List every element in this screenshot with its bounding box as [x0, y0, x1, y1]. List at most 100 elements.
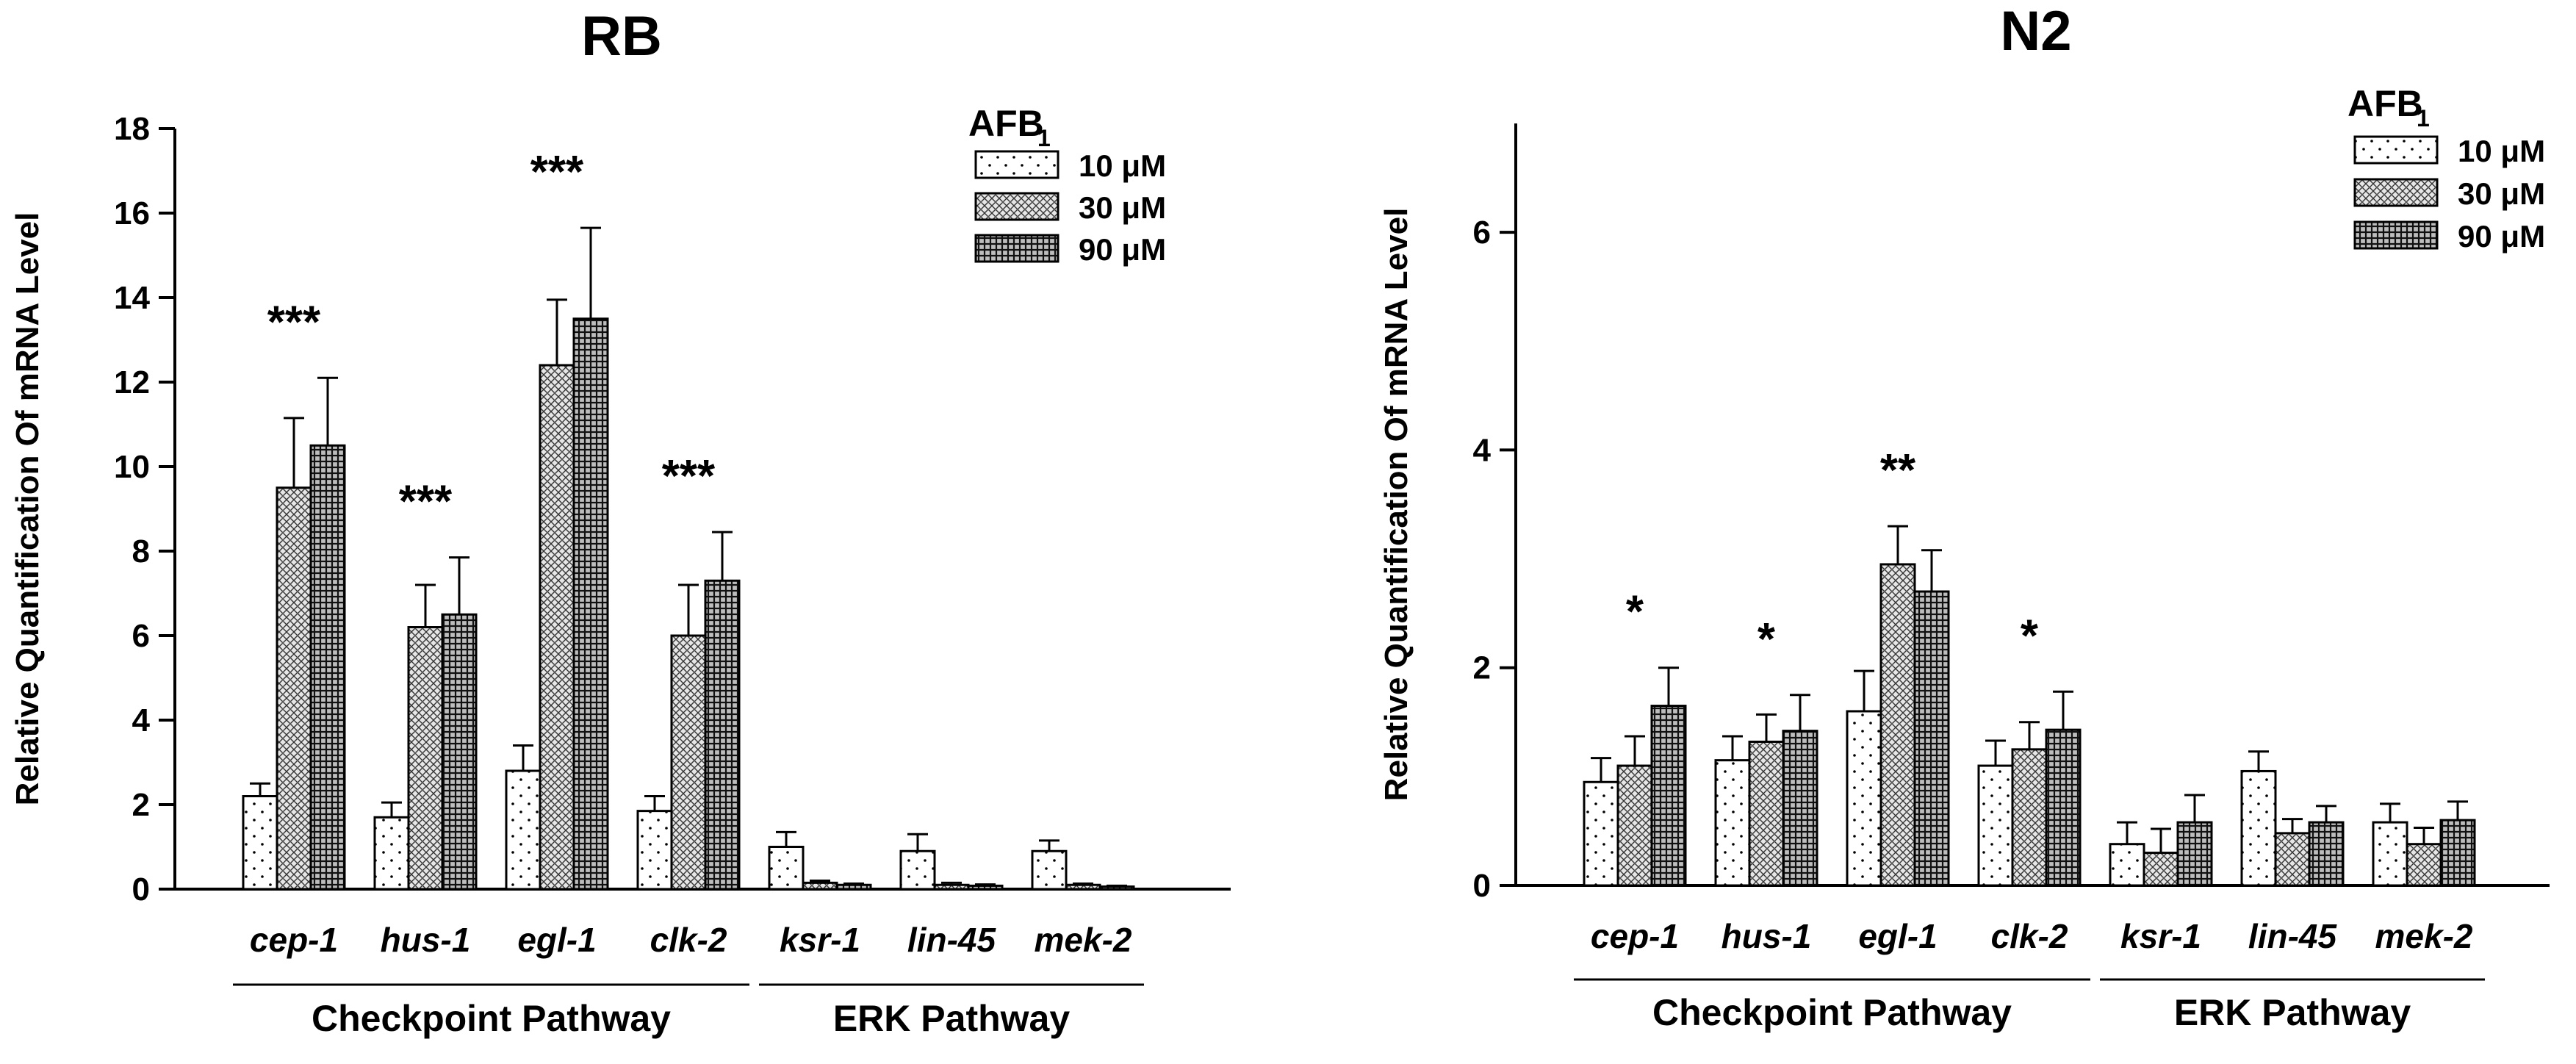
- x-tick-label: clk-2: [650, 921, 727, 959]
- y-axis-label: Relative Quantification Of mRNA Level: [1378, 208, 1414, 802]
- bar-cep-1-2: [1616, 764, 1653, 887]
- significance-mark: **: [1880, 445, 1916, 496]
- legend-label-2: 30 μM: [1079, 190, 1166, 225]
- y-tick-label: 18: [114, 111, 150, 147]
- bar-cep-1-1: [1583, 780, 1619, 887]
- y-tick-label: 10: [114, 449, 150, 485]
- significance-mark: *: [1757, 614, 1776, 665]
- bar-lin-45-3: [2308, 821, 2345, 887]
- significance-mark: *: [2021, 611, 2039, 661]
- bar-cep-1-1: [242, 795, 278, 891]
- group-label: ERK Pathway: [2174, 992, 2411, 1033]
- y-axis-label: Relative Quantification Of mRNA Level: [10, 212, 46, 806]
- legend-swatch-2: [974, 192, 1059, 221]
- x-tick-label: lin-45: [2248, 917, 2338, 955]
- y-tick-label: 4: [132, 702, 151, 738]
- legend-title-subscript: 1: [1037, 125, 1051, 151]
- bar-cep-1-3: [309, 444, 346, 891]
- legend-swatch-3: [2353, 220, 2439, 250]
- legend-label-1: 10 μM: [2458, 134, 2545, 168]
- y-tick-label: 8: [132, 533, 150, 569]
- bar-lin-45-2: [2274, 832, 2311, 887]
- bar-lin-45-2: [933, 883, 970, 891]
- bar-clk-2-1: [636, 810, 673, 891]
- y-tick-label: 2: [1473, 650, 1491, 686]
- group-label: Checkpoint Pathway: [1652, 992, 2012, 1033]
- x-tick-label: ksr-1: [2120, 917, 2201, 955]
- bar-ksr-1-1: [2109, 843, 2145, 887]
- x-tick-label: ksr-1: [780, 921, 860, 959]
- y-tick-label: 2: [132, 787, 150, 823]
- y-tick-label: 14: [114, 280, 150, 316]
- bar-hus-1-1: [373, 816, 410, 891]
- group-label: ERK Pathway: [833, 998, 1071, 1039]
- bar-egl-1-3: [1913, 590, 1950, 887]
- bar-clk-2-2: [2011, 748, 2048, 887]
- legend-label-3: 90 μM: [1079, 232, 1166, 267]
- bar-clk-2-3: [2045, 728, 2082, 887]
- bar-mek-2-2: [2406, 843, 2442, 887]
- chart-title: RB: [581, 5, 662, 68]
- bar-lin-45-1: [2240, 769, 2277, 887]
- significance-mark: ***: [530, 147, 584, 198]
- bar-clk-2-1: [1977, 764, 2014, 887]
- bar-cep-1-3: [1650, 705, 1687, 887]
- bar-egl-1-1: [505, 769, 542, 891]
- bar-clk-2-2: [670, 634, 707, 891]
- legend-title: AFB: [2347, 83, 2423, 124]
- bar-hus-1-2: [1748, 740, 1785, 887]
- bar-cep-1-2: [276, 486, 312, 891]
- x-tick-label: egl-1: [517, 921, 596, 959]
- group-label: Checkpoint Pathway: [312, 998, 671, 1039]
- legend-title-subscript: 1: [2417, 105, 2430, 132]
- bar-egl-1-1: [1846, 710, 1882, 887]
- significance-mark: ***: [399, 477, 453, 528]
- bar-ksr-1-3: [835, 883, 872, 891]
- bar-mek-2-3: [1098, 885, 1135, 891]
- bar-hus-1-3: [441, 613, 478, 891]
- significance-mark: ***: [662, 451, 716, 502]
- legend-label-2: 30 μM: [2458, 176, 2545, 211]
- x-tick-label: lin-45: [907, 921, 997, 959]
- legend-title: AFB: [968, 103, 1044, 144]
- legend-swatch-1: [974, 150, 1059, 179]
- legend-swatch-2: [2353, 178, 2439, 207]
- chart-n2: N2 Relative Quantification Of mRNA Level 0…: [1378, 0, 2550, 1033]
- bar-mek-2-1: [1031, 849, 1068, 891]
- bar-hus-1-1: [1714, 759, 1751, 887]
- legend-label-3: 90 μM: [2458, 219, 2545, 254]
- x-tick-label: cep-1: [1591, 917, 1679, 955]
- legend-label-1: 10 μM: [1079, 148, 1166, 183]
- bar-ksr-1-3: [2176, 821, 2213, 887]
- y-tick-label: 0: [1473, 868, 1491, 904]
- bar-ksr-1-1: [768, 846, 805, 891]
- bar-hus-1-3: [1782, 730, 1818, 887]
- bar-ksr-1-2: [802, 881, 838, 891]
- bar-lin-45-1: [899, 849, 936, 891]
- bar-clk-2-3: [704, 579, 741, 891]
- significance-mark: *: [1626, 587, 1644, 638]
- x-tick-label: hus-1: [1721, 917, 1812, 955]
- bar-mek-2-2: [1065, 883, 1101, 891]
- y-tick-label: 6: [132, 618, 150, 654]
- significance-mark: ***: [267, 297, 321, 348]
- x-tick-label: mek-2: [2375, 917, 2473, 955]
- y-tick-label: 0: [132, 871, 150, 907]
- y-tick-label: 4: [1473, 432, 1492, 468]
- bar-hus-1-2: [407, 626, 444, 891]
- bar-lin-45-3: [967, 884, 1004, 891]
- bar-mek-2-3: [2439, 819, 2476, 887]
- legend-swatch-3: [974, 234, 1059, 263]
- y-tick-label: 12: [114, 364, 150, 400]
- x-tick-label: egl-1: [1858, 917, 1937, 955]
- y-tick-label: 6: [1473, 215, 1491, 251]
- y-tick-label: 16: [114, 195, 150, 231]
- bar-egl-1-3: [572, 317, 609, 891]
- bar-egl-1-2: [539, 364, 575, 891]
- x-tick-label: cep-1: [250, 921, 338, 959]
- legend-swatch-1: [2353, 135, 2439, 165]
- x-tick-label: mek-2: [1035, 921, 1132, 959]
- x-tick-label: hus-1: [381, 921, 471, 959]
